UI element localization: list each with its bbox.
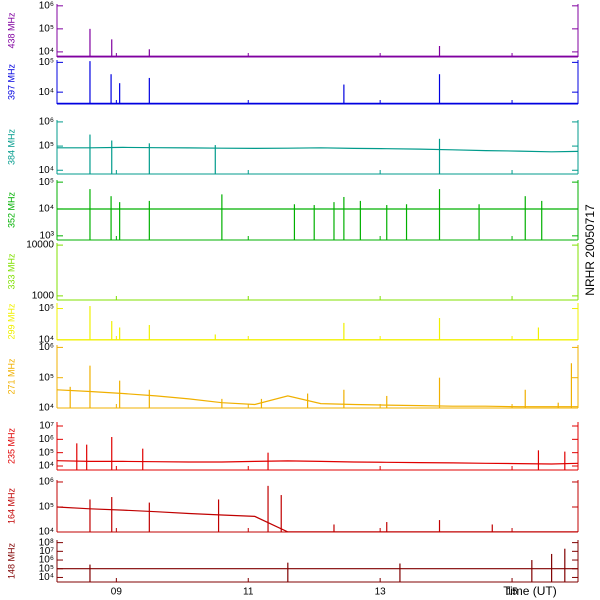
y-tick-label: 10⁷ xyxy=(39,546,54,557)
y-tick-label: 10⁵ xyxy=(39,563,54,574)
y-tick-label: 10⁴ xyxy=(39,527,54,538)
y-tick-label: 10⁷ xyxy=(39,421,54,432)
y-tick-label: 10⁵ xyxy=(39,177,54,188)
y-tick-label: 10⁴ xyxy=(39,461,54,472)
y-tick-label: 10⁵ xyxy=(39,372,54,383)
y-axis-label: 333 MHz xyxy=(6,253,16,290)
data-line xyxy=(56,506,578,533)
y-tick-label: 10⁵ xyxy=(39,447,54,458)
y-tick-label: 10⁴ xyxy=(39,572,54,583)
y-axis-label: 299 MHz xyxy=(6,303,16,340)
side-label: NRHR 20050717 xyxy=(583,204,597,296)
y-tick-label: 10⁵ xyxy=(39,502,54,513)
y-axis-label: 438 MHz xyxy=(6,12,16,49)
y-tick-label: 10⁵ xyxy=(39,23,54,34)
y-axis-label: 271 MHz xyxy=(6,358,16,395)
y-tick-label: 10⁴ xyxy=(39,47,54,58)
y-tick-label: 10⁶ xyxy=(39,0,54,11)
y-axis-label: 148 MHz xyxy=(6,542,16,579)
x-tick-label: 11 xyxy=(243,587,254,598)
y-tick-label: 10⁴ xyxy=(39,335,54,346)
y-axis-label: 235 MHz xyxy=(6,427,16,464)
y-tick-label: 1000 xyxy=(32,291,55,302)
data-line xyxy=(56,389,578,408)
y-tick-label: 10⁴ xyxy=(39,204,54,215)
x-tick-label: 09 xyxy=(111,587,123,598)
y-tick-label: 10⁵ xyxy=(39,57,54,68)
y-tick-label: 10⁸ xyxy=(39,537,54,548)
y-axis-label: 397 MHz xyxy=(6,63,16,100)
data-line xyxy=(56,460,579,465)
y-axis-label: 164 MHz xyxy=(6,487,16,524)
y-tick-label: 10⁴ xyxy=(39,165,54,176)
y-tick-label: 10³ xyxy=(40,230,55,241)
y-tick-label: 10⁵ xyxy=(39,141,54,152)
y-tick-label: 10⁵ xyxy=(39,303,54,314)
x-tick-label: 13 xyxy=(375,587,387,598)
x-axis-label: Time (UT) xyxy=(503,584,557,598)
data-line xyxy=(57,146,579,153)
y-tick-label: 10⁶ xyxy=(39,117,54,128)
y-tick-label: 10000 xyxy=(26,240,54,251)
y-axis-label: 352 MHz xyxy=(6,191,16,228)
y-tick-label: 10⁶ xyxy=(39,555,54,566)
y-tick-label: 10⁶ xyxy=(39,477,54,488)
y-tick-label: 10⁴ xyxy=(39,87,54,98)
y-tick-label: 10⁶ xyxy=(39,434,54,445)
y-tick-label: 10⁶ xyxy=(39,342,54,353)
y-axis-label: 384 MHz xyxy=(6,128,16,165)
y-tick-label: 10⁴ xyxy=(39,403,54,414)
x-tick-label: 15 xyxy=(506,587,518,598)
